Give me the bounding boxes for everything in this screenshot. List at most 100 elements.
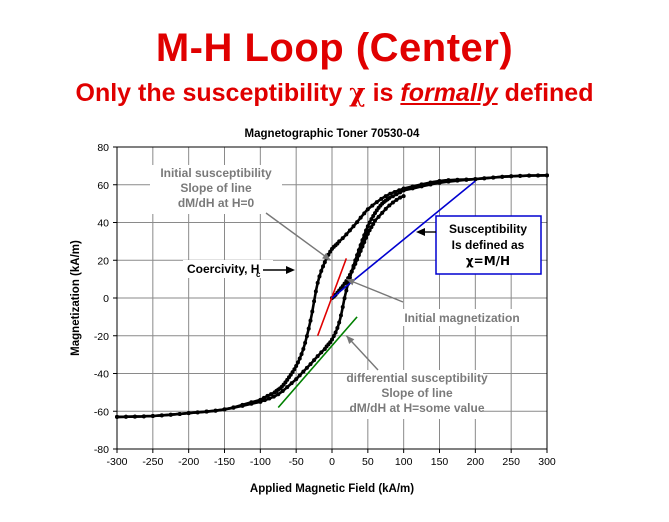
data-point	[328, 249, 333, 254]
y-tick-label: -60	[94, 406, 109, 418]
data-point	[342, 296, 347, 301]
data-point	[310, 309, 315, 314]
initial-susceptibility-label-bg	[150, 165, 282, 214]
data-point	[338, 313, 343, 318]
x-tick-label: 250	[502, 456, 520, 468]
x-tick-label: -150	[214, 456, 235, 468]
data-point	[335, 326, 340, 331]
data-point	[362, 211, 367, 216]
data-point	[340, 236, 345, 241]
data-point	[306, 326, 311, 331]
data-point	[358, 215, 363, 220]
data-point	[362, 240, 367, 245]
differential-susceptibility-arrow-head	[346, 335, 355, 345]
data-point	[473, 177, 478, 182]
initial-magnetization-text: Initial magnetization	[404, 311, 519, 325]
coercivity-text: Coercivity, H	[187, 262, 259, 276]
data-point	[294, 363, 299, 368]
data-point	[312, 299, 317, 304]
x-tick-label: 200	[467, 456, 485, 468]
y-tick-label: -40	[94, 369, 109, 381]
data-point	[355, 257, 360, 262]
data-point	[349, 269, 354, 274]
data-point	[303, 340, 308, 345]
initial-susceptibility-label-line: dM/dH at H=0	[178, 196, 255, 210]
slope-lines	[277, 180, 476, 409]
data-point	[115, 414, 119, 419]
data-point	[370, 203, 375, 208]
data-point	[369, 217, 374, 222]
data-point	[333, 330, 338, 335]
data-point	[344, 232, 349, 237]
y-axis-label: Magnetization (kA/m)	[70, 240, 82, 356]
data-point	[195, 410, 200, 415]
data-point	[317, 274, 322, 279]
data-point	[464, 177, 469, 182]
data-point	[379, 196, 384, 201]
data-point	[383, 194, 388, 199]
x-tick-label: 100	[395, 456, 413, 468]
data-point	[222, 407, 227, 412]
differential-susceptibility-label-line: Slope of line	[381, 386, 453, 400]
data-point	[272, 390, 277, 395]
data-point	[295, 360, 300, 365]
data-point	[280, 389, 285, 394]
initial-magnetization-arrow-line	[346, 278, 404, 303]
definition-line: χ=M/H	[466, 254, 510, 268]
data-point	[285, 385, 290, 390]
data-point	[276, 392, 281, 397]
data-point	[351, 265, 356, 270]
data-point	[536, 173, 541, 178]
data-point	[304, 334, 309, 339]
data-point	[401, 194, 406, 199]
data-point	[500, 174, 505, 179]
data-point	[297, 356, 302, 361]
data-point	[186, 411, 191, 416]
coercivity-label: Coercivity, Hc	[183, 260, 273, 279]
data-point	[410, 186, 415, 191]
data-point	[322, 260, 327, 265]
data-point	[319, 268, 324, 273]
definition-arrow-head	[416, 228, 425, 236]
coercivity-bg	[183, 260, 273, 278]
initial-magnetization-bg	[392, 309, 532, 326]
data-point	[292, 367, 297, 372]
y-tick-label: 40	[97, 218, 109, 230]
data-point	[312, 358, 317, 363]
data-point	[141, 414, 146, 419]
x-tick-label: 0	[329, 456, 335, 468]
coercivity-subscript: c	[256, 270, 261, 279]
data-point	[315, 354, 320, 359]
data-point	[419, 184, 424, 189]
data-point	[545, 173, 549, 178]
x-tick-label: -100	[250, 456, 271, 468]
data-point	[304, 365, 309, 370]
data-point	[491, 175, 496, 180]
data-point	[387, 195, 392, 200]
data-point	[132, 414, 137, 419]
slide-title: M-H Loop (Center)	[155, 26, 514, 70]
data-point	[308, 318, 313, 323]
x-tick-label: -300	[106, 456, 127, 468]
data-point	[353, 261, 358, 266]
initial-magnetization-label: Initial magnetization	[392, 309, 532, 326]
data-point	[364, 235, 369, 240]
x-tick-label: -50	[289, 456, 304, 468]
data-point	[369, 225, 374, 230]
data-point	[401, 188, 406, 193]
x-tick-label: -250	[142, 456, 163, 468]
data-point	[313, 289, 318, 294]
initial-susceptibility-label-line: Slope of line	[180, 181, 252, 195]
data-point	[358, 248, 363, 253]
data-point	[258, 399, 263, 404]
subtitle-prefix: Only the susceptibility	[75, 79, 350, 107]
definition-line: Susceptibility	[449, 222, 527, 236]
data-point	[204, 409, 209, 414]
y-tick-label: 20	[97, 255, 109, 267]
data-point	[509, 174, 514, 179]
data-point	[390, 194, 395, 199]
data-point	[355, 220, 360, 225]
slide-subtitle: Only the susceptibility χ is formally de…	[0, 78, 669, 108]
hysteresis-curves	[115, 173, 549, 419]
